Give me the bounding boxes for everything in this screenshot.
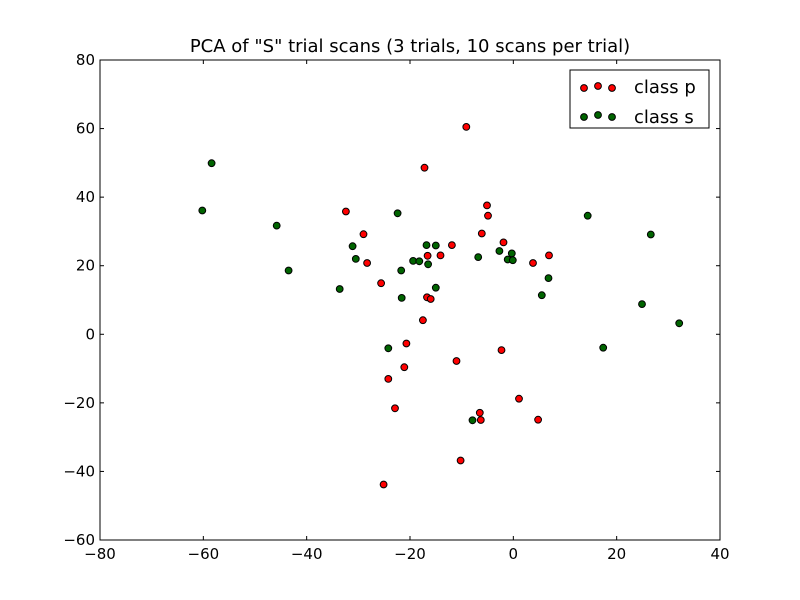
x-tick-label: 40	[710, 545, 729, 563]
y-tick-label: −60	[63, 531, 95, 549]
point-class-s	[284, 266, 293, 275]
y-tick-label: 80	[76, 51, 95, 69]
y-tick-label: −40	[63, 462, 95, 480]
legend-marker	[580, 113, 588, 121]
point-class-p	[342, 207, 350, 216]
point-class-s	[495, 247, 504, 255]
legend-markers-class-s	[580, 111, 616, 121]
point-class-s	[508, 256, 517, 265]
data-points	[198, 123, 684, 489]
legend-marker	[580, 84, 588, 92]
point-class-s	[198, 206, 207, 215]
point-class-s	[544, 274, 553, 283]
legend-label-class-s: class s	[634, 107, 694, 128]
point-class-p	[420, 163, 429, 172]
point-class-s	[397, 266, 406, 275]
legend-marker	[608, 84, 616, 92]
y-axis: −60 −40 −20 0 20 40 60 80	[63, 51, 720, 549]
point-class-s	[335, 285, 344, 293]
point-class-s	[431, 283, 440, 292]
point-class-s	[207, 159, 216, 168]
point-class-p	[499, 238, 508, 247]
point-class-p	[448, 241, 456, 250]
point-class-s	[431, 241, 440, 250]
point-class-s	[507, 249, 516, 258]
point-class-p	[359, 230, 368, 239]
plot-area	[100, 60, 720, 540]
y-tick-label: 20	[76, 257, 95, 275]
y-tick-label: 40	[76, 188, 95, 206]
x-tick-label: −40	[291, 545, 323, 563]
point-class-p	[545, 251, 553, 260]
legend-box	[569, 69, 710, 129]
point-class-p	[462, 123, 471, 131]
point-class-p	[483, 201, 491, 210]
point-class-s	[397, 294, 406, 302]
point-class-s	[351, 255, 360, 263]
y-tick-label: −20	[63, 394, 95, 412]
point-class-s	[474, 253, 483, 262]
point-class-p	[363, 259, 372, 267]
x-tick-label: −80	[84, 545, 116, 563]
point-class-s	[537, 291, 546, 300]
y-tick-label: 60	[76, 120, 95, 138]
point-class-s	[422, 241, 431, 250]
x-axis: −80 −60 −40 −20 0 20 40	[84, 60, 730, 563]
point-class-p	[436, 251, 445, 260]
x-tick-label: 0	[509, 545, 519, 563]
point-class-p	[529, 259, 537, 267]
point-class-s	[646, 230, 655, 239]
point-class-s	[638, 300, 646, 309]
point-class-s	[583, 211, 592, 220]
point-class-p	[452, 357, 461, 365]
point-class-p	[377, 279, 386, 288]
point-class-s	[415, 257, 424, 266]
x-tick-label: 20	[607, 545, 626, 563]
point-class-p	[515, 394, 523, 403]
point-class-s	[384, 344, 393, 353]
x-tick-label: −60	[188, 545, 220, 563]
point-class-p	[400, 363, 409, 372]
legend-label-class-p: class p	[634, 77, 696, 98]
point-class-p	[423, 251, 432, 260]
point-class-s	[348, 242, 357, 251]
x-tick-label: −20	[394, 545, 426, 563]
point-class-p	[477, 229, 486, 238]
point-class-s	[468, 416, 477, 425]
point-class-p	[476, 416, 485, 424]
y-tick-label: 0	[85, 325, 95, 343]
point-class-s	[424, 260, 433, 269]
point-class-p	[475, 408, 484, 417]
legend: class p class s	[569, 69, 710, 129]
chart-title: PCA of "S" trial scans (3 trials, 10 sca…	[190, 36, 630, 57]
point-class-p	[419, 316, 427, 325]
point-class-s	[675, 319, 684, 328]
point-class-p	[379, 480, 388, 489]
legend-marker	[608, 113, 616, 121]
point-class-p	[391, 404, 399, 413]
point-class-p	[402, 339, 411, 348]
point-class-p	[497, 346, 506, 355]
point-class-s	[272, 221, 281, 230]
legend-marker	[594, 82, 602, 90]
point-class-p	[456, 456, 465, 465]
point-class-p	[426, 295, 435, 303]
point-class-p	[534, 415, 542, 424]
point-class-p	[484, 211, 492, 220]
legend-marker	[594, 111, 602, 119]
point-class-p	[384, 375, 393, 383]
plot-frame	[99, 59, 721, 541]
point-class-s	[599, 343, 608, 352]
legend-markers-class-p	[580, 82, 616, 92]
point-class-s	[393, 209, 402, 218]
